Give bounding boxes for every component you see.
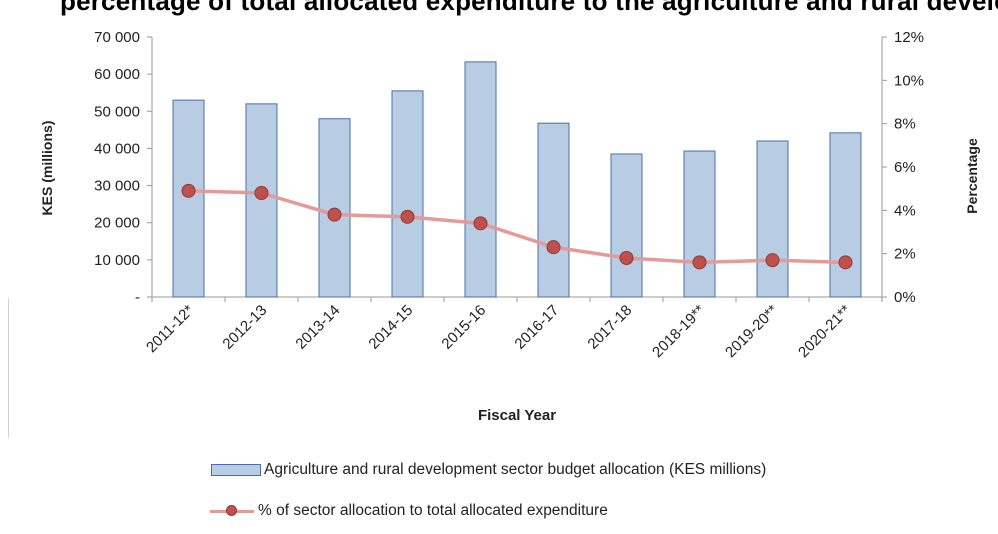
y-tick-label-left: 40 000	[94, 140, 140, 157]
y-tick-label-right: 4%	[894, 202, 916, 219]
y-axis-title-left: KES (millions)	[39, 121, 55, 216]
line-point	[181, 183, 196, 198]
bar	[537, 122, 570, 298]
legend-line-label: % of sector allocation to total allocate…	[258, 502, 608, 519]
bar	[756, 140, 789, 298]
y-tick-label-left: 10 000	[94, 252, 140, 269]
bar	[683, 150, 716, 298]
line-point	[546, 240, 561, 255]
line-point	[400, 209, 415, 224]
line-point	[838, 255, 853, 270]
y-tick-label-left: 20 000	[94, 215, 140, 232]
x-tick-label: 2015-16	[438, 302, 489, 353]
bar	[391, 90, 424, 298]
bar	[464, 61, 497, 298]
x-tick-label: 2012-13	[219, 302, 270, 353]
y-tick-label-right: 12%	[894, 29, 924, 46]
y-tick-label-left: 30 000	[94, 178, 140, 195]
chart-plot: - 10 000 20 000 30 000 40 000 50 000 60 000 70 …	[39, 29, 980, 424]
frame-divider	[8, 298, 9, 438]
y-tick-label-left: 70 000	[94, 29, 140, 46]
x-tick-label: 2017-18	[584, 302, 635, 353]
legend-bar-label: Agriculture and rural development sector…	[264, 461, 767, 478]
x-axis-title: Fiscal Year	[478, 407, 556, 424]
y-tick-label-right: 8%	[894, 116, 916, 133]
chart-title: percentage of total allocated expenditur…	[60, 0, 998, 16]
line-point	[765, 253, 780, 268]
x-tick-label: 2020-21**	[795, 302, 854, 361]
y-tick-label-right: 2%	[894, 246, 916, 263]
y-tick-label-right: 0%	[894, 289, 916, 306]
x-tick-label: 2018-19**	[649, 302, 708, 361]
bar	[245, 103, 278, 298]
x-tick-label: 2014-15	[365, 302, 416, 353]
x-tick-label: 2019-20**	[722, 302, 781, 361]
y-tick-label-right: 6%	[894, 159, 916, 176]
bar	[829, 132, 862, 298]
legend-line-swatch	[210, 501, 254, 521]
line-point	[327, 207, 342, 222]
bar	[610, 153, 643, 298]
line-series	[188, 189, 846, 265]
line-point	[619, 251, 634, 265]
y-tick-label-left: 60 000	[94, 66, 140, 83]
x-tick-label: 2011-12*	[143, 302, 197, 356]
x-tick-label: 2016-17	[511, 302, 562, 353]
y-tick-label-left: 50 000	[94, 103, 140, 120]
bar	[172, 99, 205, 298]
legend-item-line: % of sector allocation to total allocate…	[210, 501, 608, 521]
y-tick-label-left: -	[135, 289, 140, 306]
y-axis-title-right: Percentage	[964, 138, 980, 214]
line-point	[473, 216, 488, 231]
legend-bar-swatch	[211, 464, 261, 476]
x-tick-label: 2013-14	[292, 302, 343, 353]
chart-title-area: percentage of total allocated expenditur…	[0, 0, 998, 20]
line-point	[254, 186, 269, 200]
y-tick-label-right: 10%	[894, 72, 924, 89]
legend-item-bars: Agriculture and rural development sector…	[211, 460, 766, 480]
line-point	[692, 255, 707, 270]
